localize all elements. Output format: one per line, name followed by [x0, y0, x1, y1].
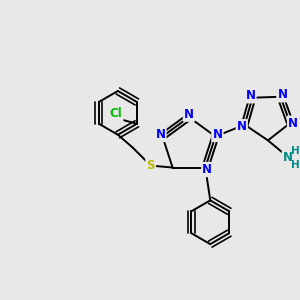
- Text: N: N: [155, 128, 166, 141]
- Text: N: N: [278, 88, 287, 101]
- Text: H: H: [291, 146, 300, 156]
- Text: Cl: Cl: [110, 107, 122, 120]
- Text: S: S: [146, 159, 155, 172]
- Text: N: N: [283, 151, 293, 164]
- Text: N: N: [202, 163, 212, 176]
- Text: N: N: [212, 128, 222, 141]
- Text: H: H: [291, 160, 300, 170]
- Text: N: N: [245, 89, 255, 102]
- Text: N: N: [237, 120, 247, 133]
- Text: N: N: [288, 117, 298, 130]
- Text: N: N: [184, 108, 194, 121]
